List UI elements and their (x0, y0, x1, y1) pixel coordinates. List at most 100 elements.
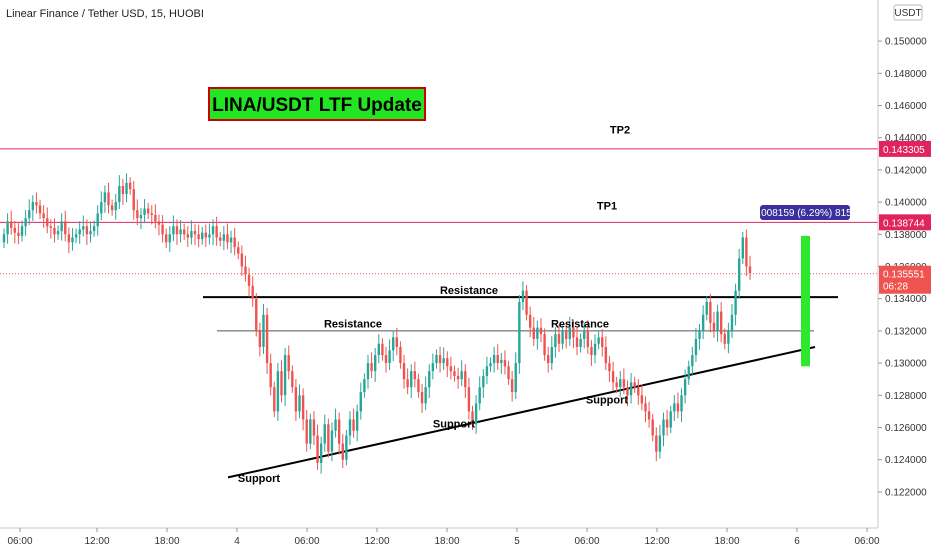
candle-body (341, 443, 344, 460)
candle-body (24, 218, 27, 227)
candle-body (575, 337, 579, 347)
candle-body (193, 231, 197, 235)
candle-body (233, 237, 236, 248)
candle-body (366, 363, 370, 380)
time-tick-label: 12:00 (644, 536, 669, 547)
time-tick-label: 06:00 (574, 536, 599, 547)
measure-label: 0.008159 (6.29%) 8159 (753, 208, 858, 219)
current-price-label: 0.135551 (883, 270, 925, 281)
candle-body (373, 355, 377, 372)
level-annotation: Resistance (551, 319, 609, 331)
candle-body (601, 337, 604, 347)
candle-body (536, 327, 539, 339)
candle-body (265, 314, 269, 364)
candle-body (150, 213, 153, 215)
currency-badge-box[interactable] (893, 4, 923, 21)
candle-body (276, 371, 280, 412)
candle-body (71, 237, 74, 243)
candle-body (118, 186, 121, 203)
candle-body (197, 234, 200, 240)
level-annotation: Resistance (324, 319, 382, 331)
candle-body (154, 214, 157, 222)
candle-body (298, 395, 301, 412)
candle-body (741, 237, 744, 259)
candle-body (395, 337, 399, 347)
price-tick-label: 0.146000 (885, 101, 927, 112)
candle-body (10, 221, 13, 228)
candle-body (337, 419, 341, 444)
candle-body (334, 419, 337, 431)
candle-body (453, 371, 456, 376)
candle-body (215, 226, 218, 238)
candle-body (49, 226, 53, 228)
candle-body (103, 192, 107, 203)
time-tick-label: 18:00 (434, 536, 459, 547)
candle-body (619, 379, 622, 388)
symbol-title: Linear Finance / Tether USD, 15, HUOBI (6, 8, 204, 20)
candle-body (399, 347, 402, 364)
price-tick-label: 0.132000 (885, 326, 927, 337)
candle-body (561, 330, 564, 344)
candle-body (734, 290, 737, 315)
time-tick-label: 06:00 (854, 536, 879, 547)
candles (2, 173, 752, 474)
candle-body (312, 419, 316, 436)
candle-body (42, 213, 45, 219)
candle-body (136, 210, 139, 219)
candle-body (669, 411, 672, 428)
heading-box (208, 87, 426, 121)
heading-text: LINA/USDT LTF Update (212, 95, 422, 116)
price-tick-label: 0.140000 (885, 198, 927, 209)
candle-body (128, 182, 132, 190)
candle-body (745, 237, 748, 267)
candle-body (38, 205, 42, 214)
candle-body (345, 435, 348, 460)
candle-body (532, 327, 535, 339)
candle-body (500, 359, 503, 364)
candle-body (370, 363, 373, 372)
price-tick-label: 0.138000 (885, 230, 927, 241)
candle-body (251, 285, 254, 299)
candle-body (496, 355, 499, 364)
candle-body (604, 347, 608, 364)
price-tick-label: 0.122000 (885, 487, 927, 498)
tp-annotation: TP1 (597, 200, 617, 212)
candle-body (456, 375, 460, 380)
candle-body (13, 227, 17, 233)
candle-body (442, 358, 445, 364)
time-tick-label: 4 (234, 536, 240, 547)
candle-body (478, 387, 481, 404)
candle-body (647, 411, 651, 420)
candle-body (287, 355, 290, 372)
candle-body (676, 403, 680, 412)
candle-body (637, 387, 640, 396)
candle-body (510, 379, 514, 393)
level-annotation: Support (586, 394, 628, 406)
candle-body (96, 213, 99, 227)
candle-body (211, 226, 215, 235)
overlays: TP2 TP1 Resistance Resistance Resistance Supp… (238, 125, 858, 486)
candle-body (305, 419, 308, 444)
candle-body (244, 266, 247, 275)
price-axis[interactable]: 0.150000 0.148000 0.146000 0.144000 0.142000… (877, 0, 931, 528)
candle-body (330, 430, 334, 452)
candle-body (410, 371, 413, 388)
candle-body (471, 411, 474, 425)
candle-body (237, 247, 240, 254)
candle-body (82, 226, 85, 230)
candle-body (125, 182, 128, 195)
candle-body (327, 424, 330, 452)
candle-body (521, 290, 525, 302)
candle-body (139, 214, 143, 219)
candle-body (2, 234, 6, 243)
candle-body (568, 327, 572, 339)
time-tick-label: 12:00 (364, 536, 389, 547)
candle-body (157, 221, 161, 225)
candle-body (348, 419, 352, 436)
candle-body (392, 337, 395, 351)
candle-body (402, 363, 406, 380)
candle-body (503, 359, 507, 367)
time-axis[interactable]: 06:00 12:00 18:00 4 06:00 12:00 18:00 5 06:00 12:… (0, 527, 880, 547)
time-tick-label: 18:00 (714, 536, 739, 547)
